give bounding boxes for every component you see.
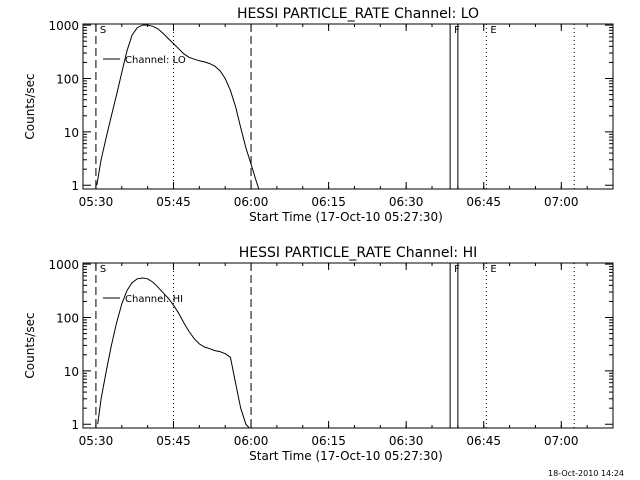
panel-1-marker-label-5: E — [490, 264, 496, 275]
panel-1-plot-frame — [82, 262, 614, 429]
chart-panel-lo: HESSI PARTICLE_RATE Channel: LO 05:30 05:4… — [23, 6, 614, 224]
panel-0-series-line-0 — [96, 24, 260, 190]
panel-0-x-tick-label-4: 06:30 — [389, 195, 424, 209]
panel-0-legend-label: Channel: LO — [125, 55, 186, 66]
print-timestamp: 18-Oct-2010 14:24 — [548, 469, 624, 478]
panel-0-y-tick-label-0: 1 — [71, 179, 79, 193]
panel-1-x-tick-label-3: 06:15 — [311, 434, 346, 448]
panel-0-y-tick-label-1: 10 — [64, 126, 79, 140]
panel-1-legend-label: Channel: HI — [125, 294, 183, 305]
panel-1-y-axis-label: Counts/sec — [23, 312, 37, 378]
panel-0-x-tick-label-3: 06:15 — [311, 195, 346, 209]
panel-0-marker-label-5: E — [490, 25, 496, 36]
panel-1-title: HESSI PARTICLE_RATE Channel: HI — [239, 245, 477, 261]
panel-0-x-tick-label-2: 06:00 — [234, 195, 269, 209]
panel-1-x-axis-label: Start Time (17-Oct-10 05:27:30) — [249, 449, 443, 463]
panel-1-series-line-0 — [97, 277, 250, 429]
panel-1-y-tick-label-1: 10 — [64, 365, 79, 379]
panel-1-y-tick-label-0: 1 — [71, 418, 79, 432]
panel-0-x-tick-label-1: 05:45 — [156, 195, 191, 209]
panel-1-x-tick-label-6: 07:00 — [544, 434, 579, 448]
panel-0-marker-label-0: S — [100, 25, 106, 36]
panel-1-x-tick-label-4: 06:30 — [389, 434, 424, 448]
panel-1-marker-label-3: F — [454, 264, 460, 275]
panel-0-x-tick-label-6: 07:00 — [544, 195, 579, 209]
panel-0-title: HESSI PARTICLE_RATE Channel: LO — [237, 6, 479, 22]
panel-0-y-axis-label: Counts/sec — [23, 73, 37, 139]
panel-1-y-tick-label-2: 100 — [56, 311, 79, 325]
panel-0-x-tick-label-0: 05:30 — [79, 195, 114, 209]
panel-0-marker-label-3: F — [454, 25, 460, 36]
panel-1-x-tick-label-5: 06:45 — [466, 434, 501, 448]
panel-0-y-tick-label-3: 1000 — [48, 19, 79, 33]
panel-1-y-tick-label-3: 1000 — [48, 258, 79, 272]
chart-panel-hi: HESSI PARTICLE_RATE Channel: HI 05:30 05:4… — [23, 245, 614, 463]
panel-1-x-tick-label-1: 05:45 — [156, 434, 191, 448]
panel-1-marker-label-0: S — [100, 264, 106, 275]
panel-0-plot-frame — [82, 23, 614, 190]
panel-1-x-tick-label-0: 05:30 — [79, 434, 114, 448]
panel-0-x-tick-label-5: 06:45 — [466, 195, 501, 209]
panel-0-y-tick-label-2: 100 — [56, 72, 79, 86]
panel-0-x-axis-label: Start Time (17-Oct-10 05:27:30) — [249, 210, 443, 224]
panel-1-x-tick-label-2: 06:00 — [234, 434, 269, 448]
